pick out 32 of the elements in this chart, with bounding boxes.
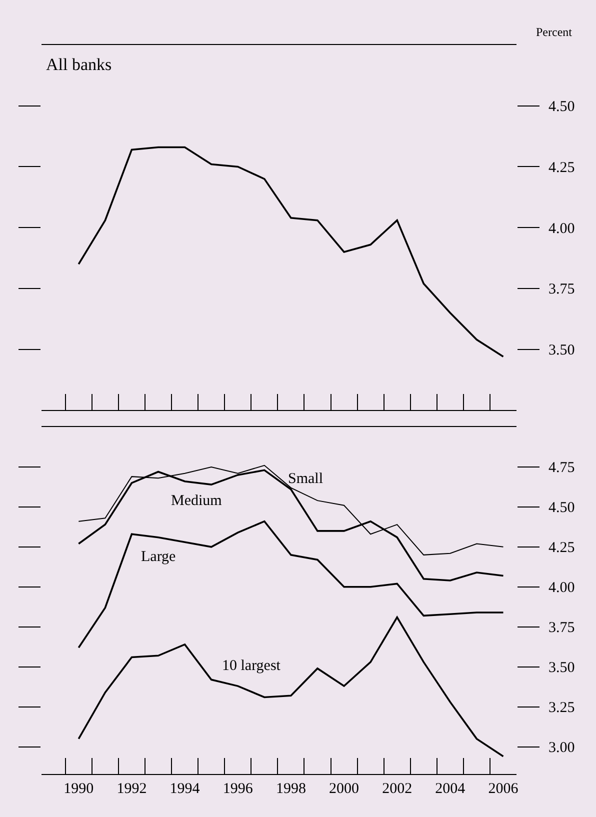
y-tick-label: 3.50 — [548, 660, 575, 676]
series-label: 10 largest — [222, 658, 282, 674]
y-tick-label: 4.50 — [548, 500, 575, 516]
x-tick-label: 2004 — [435, 781, 466, 797]
y-axis-title: Percent — [536, 25, 573, 39]
y-tick-label: 3.75 — [548, 282, 575, 298]
y-tick-label: 3.50 — [548, 342, 575, 359]
y-tick-label: 4.25 — [548, 160, 575, 176]
y-tick-label: 3.00 — [548, 740, 575, 756]
x-tick-label: 2000 — [329, 781, 360, 797]
series-label: Small — [288, 471, 324, 487]
y-tick-label: 3.75 — [548, 620, 575, 636]
text: All banks — [46, 55, 112, 74]
x-tick-label: 1994 — [170, 781, 200, 797]
x-tick-label: 1990 — [64, 781, 94, 797]
series-label: Medium — [171, 493, 222, 509]
x-tick-label: 1992 — [116, 781, 147, 797]
line-series — [78, 616, 504, 758]
x-tick-label: 2002 — [382, 781, 412, 797]
x-tick-label: 2006 — [488, 781, 519, 797]
line-series — [78, 469, 504, 582]
x-tick-label: 1998 — [276, 781, 306, 797]
x-tick-label: 1996 — [222, 781, 254, 797]
series-label: Large — [141, 549, 176, 565]
y-tick-label: 4.75 — [548, 460, 575, 476]
line-series — [78, 520, 504, 649]
y-tick-label: 4.00 — [548, 580, 575, 596]
y-tick-label: 4.00 — [548, 220, 575, 237]
y-tick-label: 4.25 — [548, 540, 575, 556]
line-series — [78, 146, 504, 358]
y-tick-label: 4.50 — [548, 99, 575, 116]
y-tick-label: 3.25 — [548, 700, 575, 716]
